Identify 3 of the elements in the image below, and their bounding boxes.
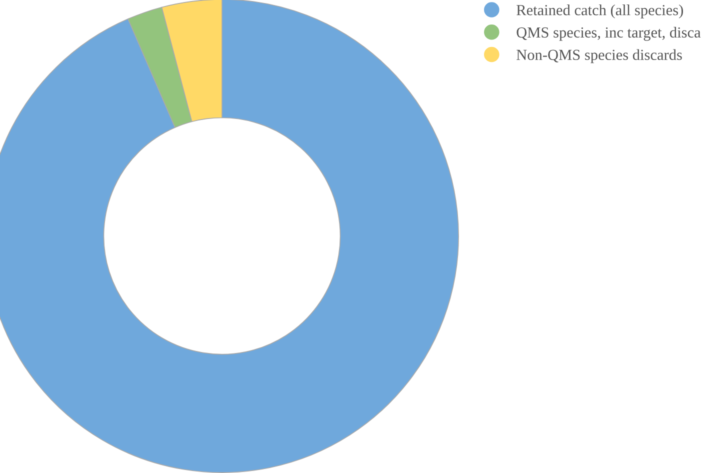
legend-label: Non-QMS species discards (516, 49, 682, 64)
legend-label: QMS species, inc target, disca (516, 26, 701, 41)
legend-label: Retained catch (all species) (516, 4, 683, 18)
